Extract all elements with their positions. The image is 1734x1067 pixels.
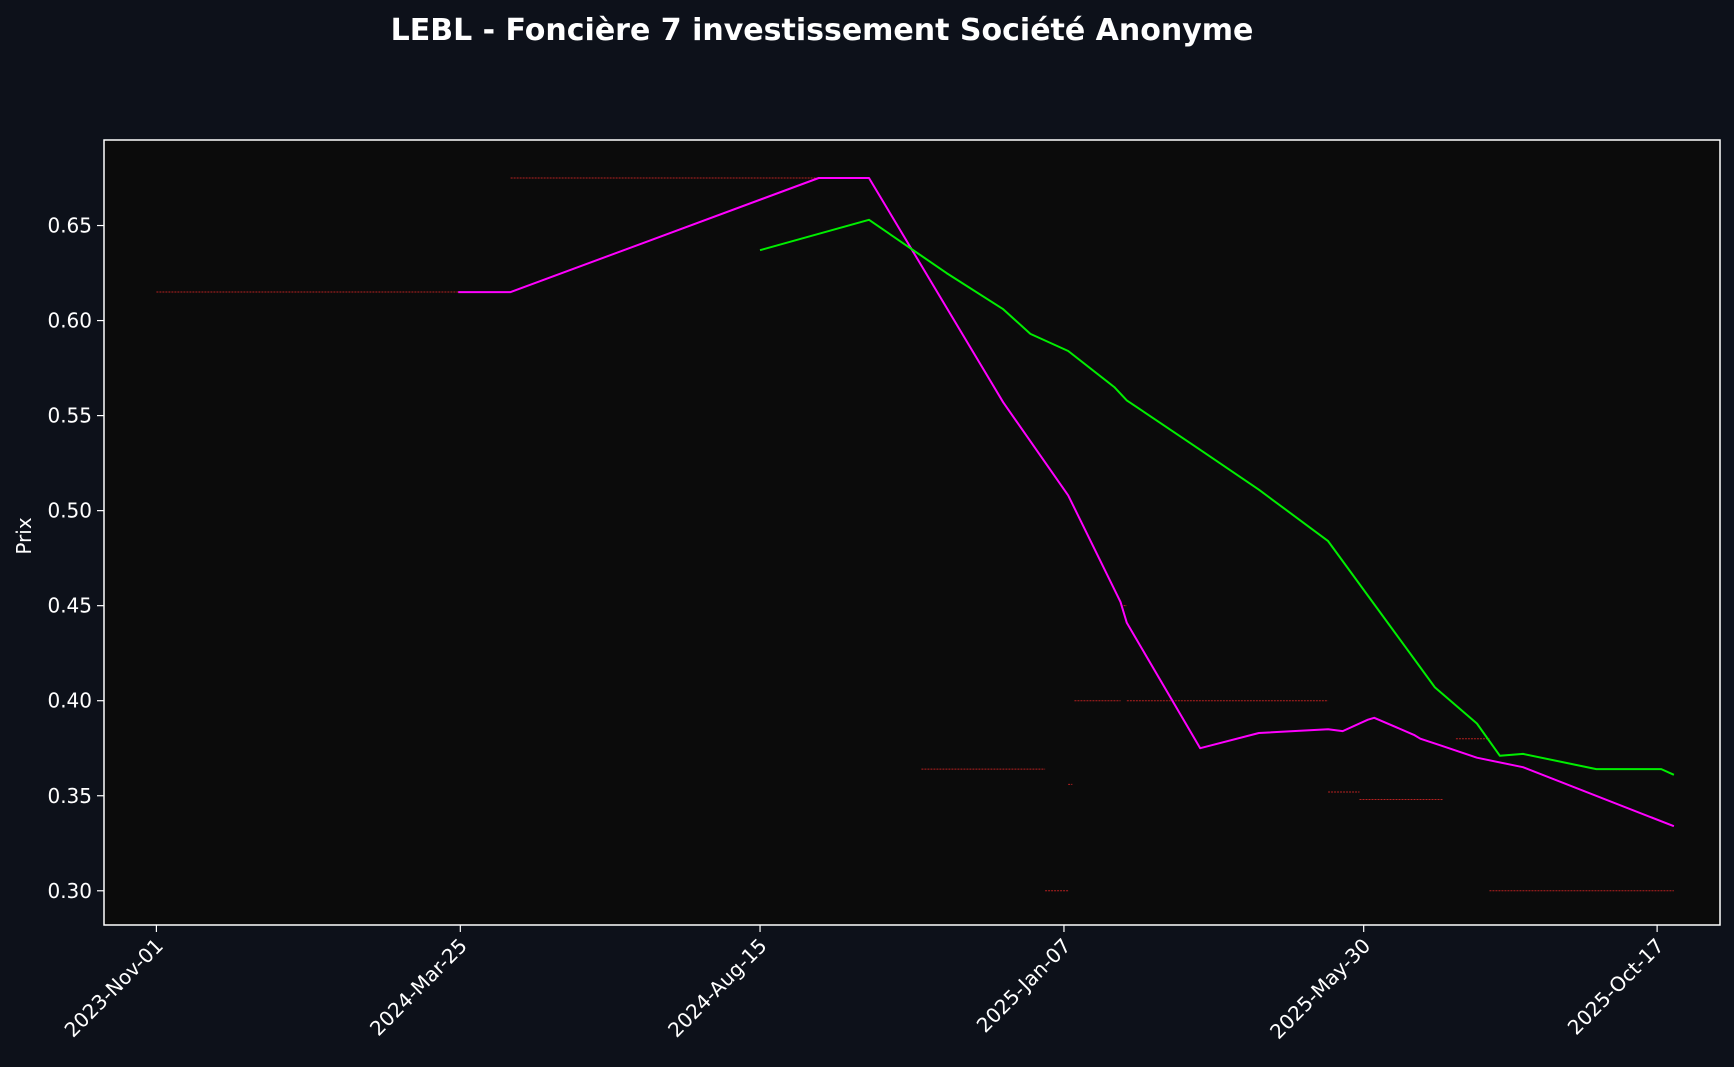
plot-frame <box>103 139 1721 926</box>
y-tick-label: 0.40 <box>47 689 92 713</box>
y-tick-label: 0.65 <box>47 214 92 238</box>
y-tick-label: 0.35 <box>47 784 92 808</box>
plot-area <box>104 140 1720 925</box>
y-axis-label: Prix <box>12 517 36 554</box>
series-layer <box>156 177 1675 892</box>
y-tick-label: 0.60 <box>47 309 92 333</box>
green-line-series <box>759 218 1675 776</box>
price-steps-series <box>156 177 1674 892</box>
y-tick-label: 0.55 <box>47 404 92 428</box>
y-tick-label: 0.45 <box>47 594 92 618</box>
y-tick-label: 0.30 <box>47 879 92 903</box>
chart-title: LEBL - Foncière 7 investissement Société… <box>391 13 1254 48</box>
y-tick-label: 0.50 <box>47 499 92 523</box>
magenta-line-series <box>458 177 1675 828</box>
